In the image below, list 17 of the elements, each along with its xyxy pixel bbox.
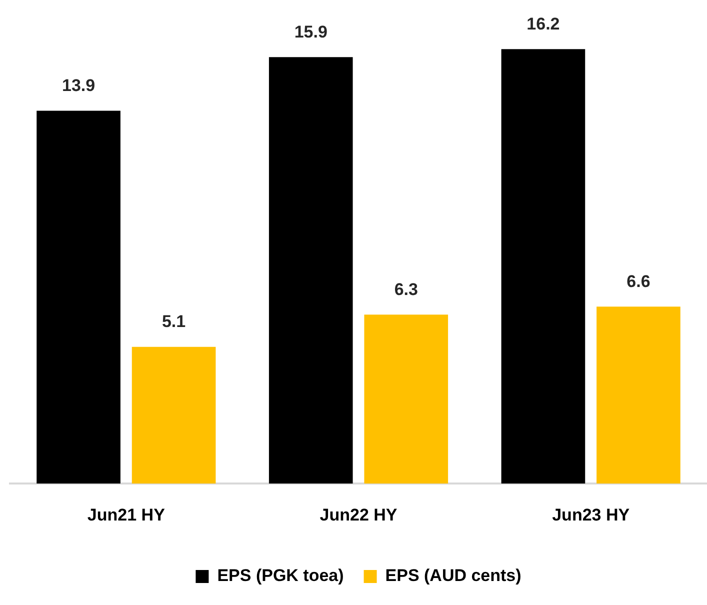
- data-label: 15.9: [294, 22, 328, 42]
- x-tick-label: Jun21 HY: [87, 505, 166, 524]
- x-tick-label: Jun23 HY: [552, 505, 630, 524]
- bar: [132, 346, 216, 484]
- bar: [364, 314, 448, 484]
- legend-label: EPS (PGK toea): [217, 566, 344, 586]
- data-label: 13.9: [62, 76, 96, 95]
- data-label: 5.1: [162, 312, 186, 331]
- data-label: 6.3: [394, 280, 418, 299]
- bar: [268, 57, 353, 484]
- legend-label: EPS (AUD cents): [385, 566, 522, 586]
- x-tick-label: Jun22 HY: [320, 505, 398, 524]
- bar: [36, 110, 120, 484]
- bar: [596, 306, 680, 484]
- bar: [501, 49, 586, 484]
- data-label: 16.2: [526, 14, 560, 34]
- data-label: 6.6: [626, 272, 650, 291]
